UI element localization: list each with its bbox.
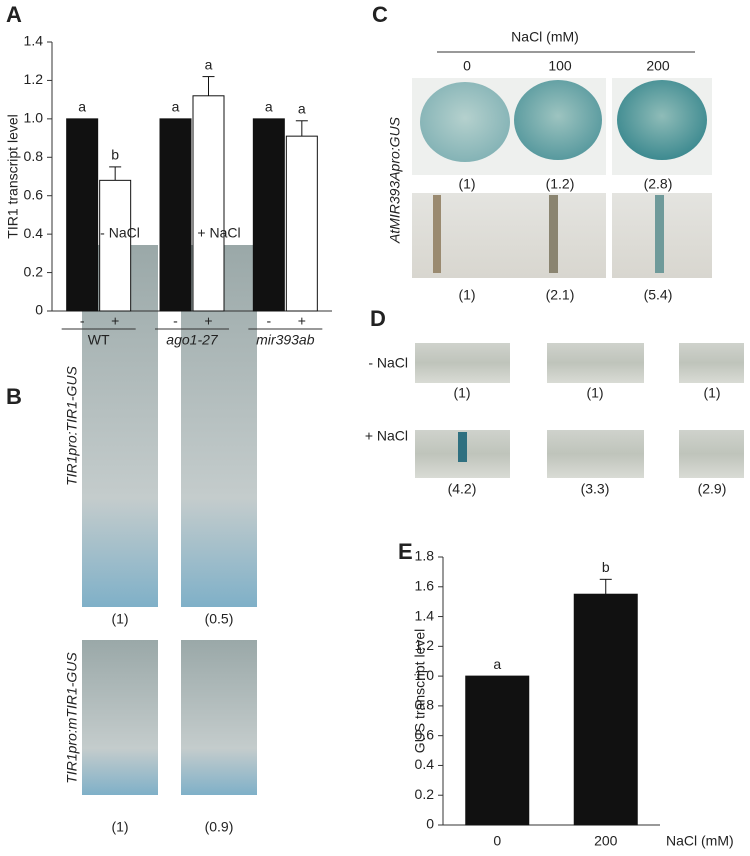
panel-letter: C bbox=[372, 2, 388, 27]
significance-letter: a bbox=[298, 100, 306, 116]
bar bbox=[573, 593, 638, 826]
image-value: (0.5) bbox=[205, 611, 234, 627]
column-header: - NaCl bbox=[100, 225, 140, 241]
panel-letter: D bbox=[370, 306, 386, 331]
column-header: + NaCl bbox=[197, 225, 240, 241]
row-label: + NaCl bbox=[365, 428, 408, 444]
image-value: (3.3) bbox=[581, 481, 610, 497]
y-axis-label: GUS transcript level bbox=[412, 629, 428, 753]
series-label: - bbox=[173, 313, 178, 329]
image-value: (2.1) bbox=[546, 287, 575, 303]
significance-letter: a bbox=[265, 99, 273, 115]
y-tick-label: 0.4 bbox=[415, 756, 435, 772]
image-value: (1) bbox=[458, 176, 475, 192]
y-tick-label: 1.2 bbox=[415, 637, 435, 653]
panel-letter: E bbox=[398, 539, 413, 564]
y-tick-label: 1.6 bbox=[415, 577, 435, 593]
panel-letter: B bbox=[6, 384, 22, 409]
bar bbox=[465, 675, 530, 826]
image-value: (2.9) bbox=[698, 481, 727, 497]
series-label: + bbox=[298, 313, 306, 329]
bar bbox=[192, 95, 225, 312]
image-value: (1) bbox=[453, 385, 470, 401]
series-label: - bbox=[80, 313, 85, 329]
bar bbox=[285, 135, 318, 312]
image-value: (2.8) bbox=[644, 176, 673, 192]
x-axis-label: NaCl (mM) bbox=[666, 833, 734, 849]
image-value: (1.2) bbox=[546, 176, 575, 192]
column-header: 200 bbox=[646, 58, 670, 74]
panel-letter: A bbox=[6, 2, 22, 27]
significance-letter: a bbox=[172, 99, 180, 115]
bar bbox=[66, 118, 99, 312]
y-tick-label: 0.8 bbox=[415, 697, 435, 713]
image-panel-b bbox=[82, 245, 257, 795]
column-header: 0 bbox=[463, 58, 471, 74]
column-group-header: NaCl (mM) bbox=[511, 29, 579, 45]
column-header: 100 bbox=[548, 58, 572, 74]
bar bbox=[159, 118, 192, 312]
row-label: AtMIR393Apro:GUS bbox=[387, 116, 403, 244]
series-label: + bbox=[111, 313, 119, 329]
image-value: (4.2) bbox=[448, 481, 477, 497]
y-tick-label: 1.4 bbox=[24, 33, 44, 49]
significance-letter: a bbox=[493, 656, 501, 672]
row-label: TIR1pro:mTIR1-GUS bbox=[64, 652, 80, 784]
row-label: TIR1pro:TIR1-GUS bbox=[64, 365, 80, 485]
y-tick-label: 0.4 bbox=[24, 225, 44, 241]
image-value: (5.4) bbox=[644, 287, 673, 303]
y-tick-label: 0 bbox=[35, 302, 43, 318]
y-tick-label: 0.2 bbox=[24, 263, 44, 279]
x-tick-label: 200 bbox=[594, 833, 618, 849]
bar bbox=[99, 179, 132, 312]
x-tick-label: ago1-27 bbox=[166, 332, 219, 348]
row-label: - NaCl bbox=[368, 355, 408, 371]
image-value: (1) bbox=[458, 287, 475, 303]
significance-letter: b bbox=[111, 147, 119, 163]
y-tick-label: 1.2 bbox=[24, 71, 44, 87]
y-tick-label: 0.2 bbox=[415, 786, 435, 802]
image-value: (1) bbox=[703, 385, 720, 401]
x-tick-label: WT bbox=[88, 332, 110, 348]
image-value: (1) bbox=[111, 819, 128, 835]
y-tick-label: 1.0 bbox=[24, 110, 44, 126]
image-value: (0.9) bbox=[205, 819, 234, 835]
image-panel-c bbox=[412, 78, 712, 278]
significance-letter: a bbox=[78, 99, 86, 115]
image-value: (1) bbox=[586, 385, 603, 401]
y-tick-label: 1.0 bbox=[415, 667, 435, 683]
significance-letter: b bbox=[602, 559, 610, 575]
y-tick-label: 1.8 bbox=[415, 548, 435, 564]
y-tick-label: 0.8 bbox=[24, 148, 44, 164]
y-tick-label: 0.6 bbox=[415, 726, 435, 742]
series-label: - bbox=[266, 313, 271, 329]
bar bbox=[252, 118, 285, 312]
significance-letter: a bbox=[205, 56, 213, 72]
y-tick-label: 0.6 bbox=[24, 186, 44, 202]
image-panel-d bbox=[415, 343, 744, 478]
y-axis-label: TIR1 transcript level bbox=[5, 114, 21, 238]
x-tick-label: mir393ab bbox=[256, 332, 315, 348]
y-tick-label: 1.4 bbox=[415, 607, 435, 623]
y-tick-label: 0 bbox=[426, 816, 434, 832]
image-value: (1) bbox=[111, 611, 128, 627]
x-tick-label: 0 bbox=[493, 833, 501, 849]
series-label: + bbox=[204, 313, 212, 329]
